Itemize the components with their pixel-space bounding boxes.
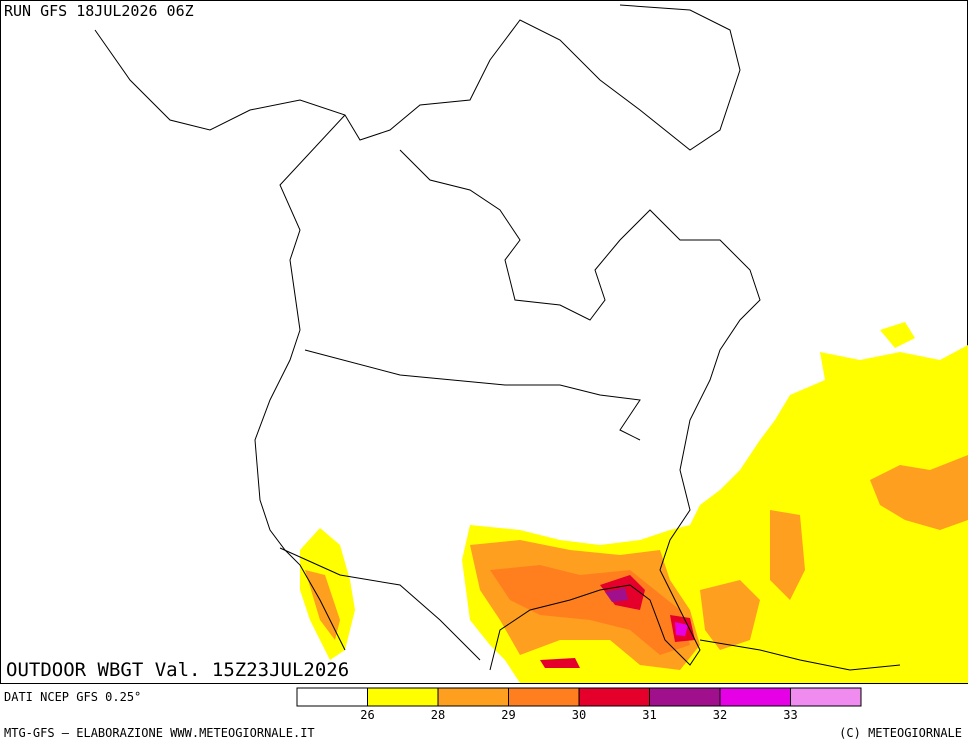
source-label: DATI NCEP GFS 0.25° [4, 690, 141, 704]
legend-swatch [578, 687, 650, 707]
legend-swatch [437, 687, 509, 707]
wbgt-area [770, 510, 805, 600]
legend-label: 30 [572, 708, 586, 722]
legend-swatch [296, 687, 368, 707]
legend-swatch [508, 687, 580, 707]
wbgt-area [605, 588, 628, 602]
map-caption: OUTDOOR WBGT Val. 15Z23JUL2026 [6, 659, 349, 681]
legend: 26 28 29 30 31 32 33 [296, 687, 862, 722]
credit-label: MTG-GFS — ELABORAZIONE WWW.METEOGIORNALE… [4, 726, 315, 740]
legend-label: 33 [783, 708, 797, 722]
legend-label: 29 [501, 708, 515, 722]
legend-swatch [719, 687, 791, 707]
copyright-label: (C) METEOGIORNALE [839, 726, 962, 740]
map: RUN GFS 18JUL2026 06Z OUTDOOR WBGT Val. … [0, 0, 968, 684]
wbgt-area [880, 322, 915, 348]
legend-label: 31 [642, 708, 656, 722]
legend-label: 32 [713, 708, 727, 722]
run-label: RUN GFS 18JUL2026 06Z [4, 2, 194, 20]
legend-swatch [649, 687, 721, 707]
legend-label: 28 [431, 708, 445, 722]
wbgt-area [700, 580, 760, 650]
coastlines [94, 4, 901, 671]
legend-label: 26 [360, 708, 374, 722]
legend-swatch [367, 687, 439, 707]
wbgt-area [675, 622, 688, 636]
legend-swatch [790, 687, 862, 707]
wbgt-area [540, 658, 580, 668]
wbgt-area [870, 455, 968, 530]
wbgt-field [300, 322, 968, 683]
